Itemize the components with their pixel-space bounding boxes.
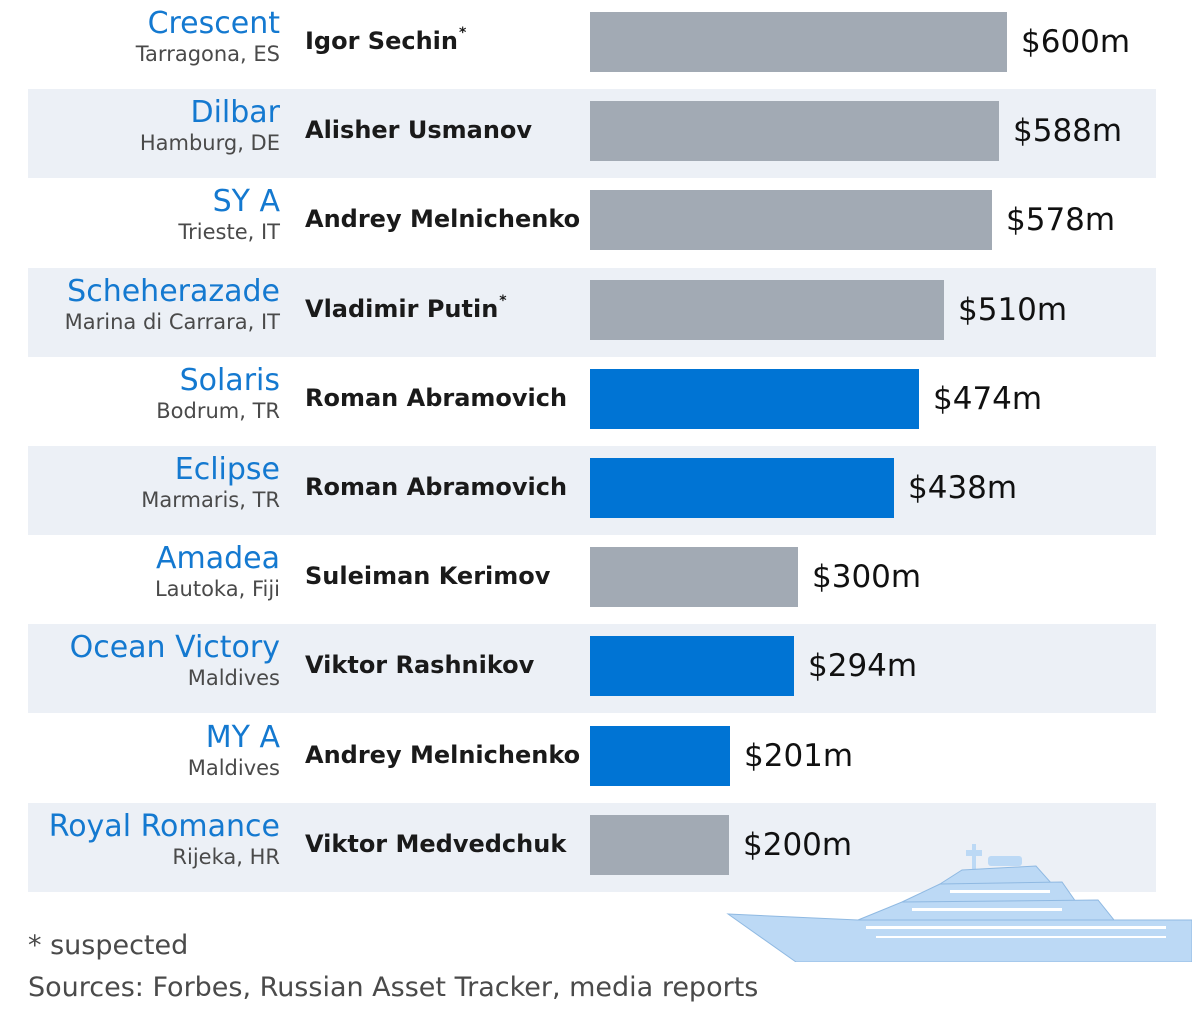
yacht-name: Amadea — [155, 541, 280, 576]
yacht-row: MY A Maldives Andrey Melnichenko $201m — [28, 714, 1156, 803]
owner-name: Vladimir Putin* — [305, 293, 507, 323]
yacht-row: Eclipse Marmaris, TR Roman Abramovich $438m — [28, 446, 1156, 535]
yacht-location: Maldives — [187, 666, 280, 690]
owner-name: Suleiman Kerimov — [305, 562, 550, 590]
value-bar — [590, 280, 944, 340]
yacht-location: Maldives — [187, 756, 280, 780]
yacht-row: Crescent Tarragona, ES Igor Sechin* $600m — [28, 0, 1156, 89]
yacht-name: Crescent — [147, 6, 280, 41]
yacht-name: Ocean Victory — [69, 630, 280, 665]
sources-note: Sources: Forbes, Russian Asset Tracker, … — [28, 972, 759, 1003]
owner-name-text: Andrey Melnichenko — [305, 205, 581, 233]
yacht-name: Dilbar — [190, 95, 280, 130]
value-bar — [590, 190, 992, 250]
yacht-row: Ocean Victory Maldives Viktor Rashnikov $29… — [28, 624, 1156, 713]
yacht-row: Solaris Bodrum, TR Roman Abramovich $474m — [28, 357, 1156, 446]
yacht-name: SY A — [212, 184, 280, 219]
yacht-location: Lautoka, Fiji — [154, 577, 280, 601]
value-label: $201m — [744, 738, 854, 774]
owner-name: Igor Sechin* — [305, 25, 467, 55]
value-label: $438m — [908, 470, 1018, 506]
owner-name-text: Andrey Melnichenko — [305, 741, 581, 769]
value-label: $300m — [812, 559, 922, 595]
owner-name: Andrey Melnichenko — [305, 741, 580, 769]
owner-name-text: Vladimir Putin — [305, 295, 499, 323]
suspected-mark: * — [458, 25, 467, 41]
yacht-row: Scheherazade Marina di Carrara, IT Vladimi… — [28, 268, 1156, 357]
owner-name: Andrey Melnichenko — [305, 205, 580, 233]
value-bar — [590, 369, 919, 429]
suspected-mark: * — [499, 293, 507, 309]
owner-name: Alisher Usmanov — [305, 116, 532, 144]
owner-name-text: Viktor Rashnikov — [305, 651, 535, 679]
yacht-row: Royal Romance Rijeka, HR Viktor Medvedchuk… — [28, 803, 1156, 892]
owner-name-text: Suleiman Kerimov — [305, 562, 551, 590]
yacht-location: Tarragona, ES — [135, 42, 280, 66]
yacht-name: Eclipse — [174, 452, 280, 487]
value-label: $474m — [933, 381, 1043, 417]
yacht-name: Solaris — [179, 363, 280, 398]
yacht-bar-chart: Crescent Tarragona, ES Igor Sechin* $600m Di… — [28, 0, 1156, 892]
yacht-location: Marina di Carrara, IT — [64, 310, 280, 334]
owner-name-text: Alisher Usmanov — [305, 116, 533, 144]
owner-name-text: Roman Abramovich — [305, 384, 568, 412]
value-label: $200m — [743, 827, 853, 863]
value-label: $578m — [1006, 202, 1116, 238]
value-bar — [590, 815, 729, 875]
yacht-row: Amadea Lautoka, Fiji Suleiman Kerimov $300m — [28, 535, 1156, 624]
yacht-location: Marmaris, TR — [141, 488, 280, 512]
value-bar — [590, 458, 894, 518]
yacht-icon — [726, 844, 1192, 962]
value-label: $294m — [808, 648, 918, 684]
yacht-name: MY A — [205, 720, 280, 755]
yacht-location: Trieste, IT — [178, 220, 280, 244]
value-bar — [590, 636, 794, 696]
value-bar — [590, 101, 999, 161]
owner-name: Viktor Medvedchuk — [305, 830, 566, 858]
value-bar — [590, 12, 1007, 72]
yacht-row: SY A Trieste, IT Andrey Melnichenko $578m — [28, 178, 1156, 267]
value-bar — [590, 547, 798, 607]
owner-name: Roman Abramovich — [305, 473, 567, 501]
value-label: $588m — [1013, 113, 1123, 149]
owner-name-text: Igor Sechin — [305, 27, 458, 55]
yacht-location: Bodrum, TR — [156, 399, 280, 423]
value-label: $600m — [1021, 24, 1131, 60]
owner-name-text: Viktor Medvedchuk — [305, 830, 567, 858]
yacht-location: Rijeka, HR — [172, 845, 280, 869]
yacht-name: Royal Romance — [48, 809, 280, 844]
value-label: $510m — [958, 292, 1068, 328]
footnote: * suspected — [28, 930, 189, 961]
yacht-location: Hamburg, DE — [139, 131, 280, 155]
yacht-name: Scheherazade — [67, 274, 280, 309]
owner-name-text: Roman Abramovich — [305, 473, 568, 501]
owner-name: Viktor Rashnikov — [305, 651, 534, 679]
value-bar — [590, 726, 730, 786]
yacht-row: Dilbar Hamburg, DE Alisher Usmanov $588m — [28, 89, 1156, 178]
owner-name: Roman Abramovich — [305, 384, 567, 412]
